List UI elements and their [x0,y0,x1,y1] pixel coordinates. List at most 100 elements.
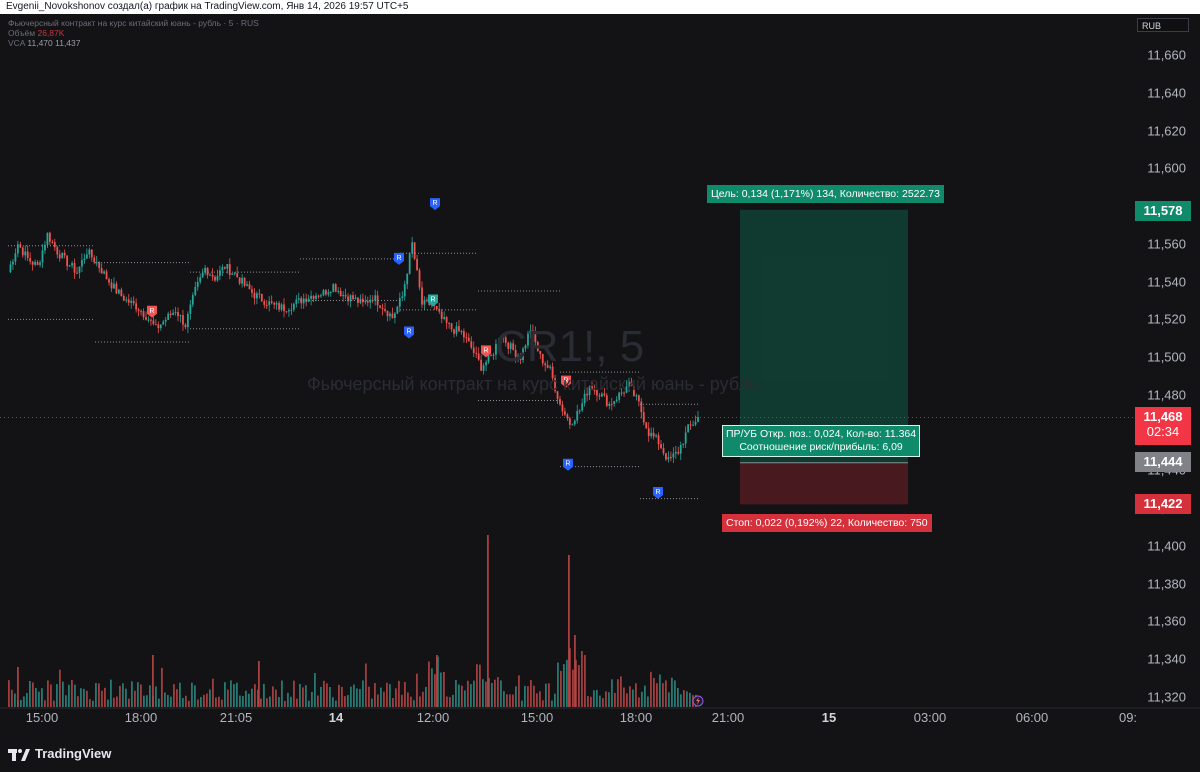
y-tick-label: 11,400 [1147,538,1186,554]
candle-body [423,299,426,305]
volume-bar [413,700,415,707]
volume-bar [299,683,301,707]
candle-body [162,321,165,325]
candle-body [571,424,574,426]
candle-body [39,262,41,265]
candle-body [241,277,244,284]
tradingview-logo[interactable]: TradingView [8,746,111,761]
volume-bar [689,692,691,707]
volume-bar [479,664,481,707]
volume-bar [629,686,631,707]
legend-volume-row[interactable]: Объём 26,87K [8,28,259,38]
candle-body [613,401,616,405]
volume-bar [566,659,568,707]
x-tick-label: 15:00 [25,710,59,725]
candle-body [689,424,692,426]
candle-body [295,299,298,304]
volume-bar [392,698,394,707]
candle-body [226,264,229,269]
volume-bar [236,682,238,707]
volume-bar [20,699,22,707]
volume-bar [158,698,160,707]
volume-bar [518,675,520,707]
candle-body [34,261,37,265]
volume-bar [650,671,652,707]
candle-body [31,261,34,265]
candle-body [514,349,517,357]
volume-bar [161,667,163,707]
candle-body [46,232,49,245]
volume-bar [107,699,109,707]
volume-bar [116,696,118,707]
candle-body [29,258,32,262]
volume-bar [86,690,88,707]
volume-bar [569,648,571,707]
candle-body [458,326,460,332]
candle-body [214,276,216,281]
volume-bar [125,688,127,707]
candle-body [135,303,138,310]
candle-body [647,428,650,437]
volume-bar [557,662,559,707]
target-zone [740,209,908,463]
position-stop-label[interactable]: Стоп: 0,022 (0,192%) 22, Количество: 750 [722,514,932,532]
candle-body [465,337,468,339]
candle-body [561,404,564,412]
position-pnl-label[interactable]: ПР/УБ Откр. поз.: 0,024, Кол-во: 11.364 … [722,425,921,457]
y-tick-label: 11,380 [1147,576,1186,592]
volume-bar [119,686,121,707]
volume-bar [59,669,61,707]
candle-body [211,274,214,277]
volume-bar [344,696,346,707]
candle-body [536,341,539,351]
volume-bar [101,690,103,707]
currency-button[interactable]: RUB [1137,18,1189,32]
candle-body [667,456,670,460]
candle-body [147,319,150,321]
candle-body [679,445,682,454]
volume-bar [53,700,55,707]
candle-body [113,283,115,289]
candle-body [509,343,512,349]
position-target-label[interactable]: Цель: 0,134 (1,171%) 134, Количество: 25… [707,185,944,203]
x-tick-label: 03:00 [913,710,947,725]
candle-body [209,274,211,276]
volume-bar [662,683,664,707]
candle-body [544,363,547,366]
volume-bar [563,664,565,707]
x-tick-label: 09: [1118,710,1138,725]
volume-bar [617,679,619,707]
volume-bar [338,684,340,707]
candle-body [339,290,342,297]
volume-bar [656,683,658,707]
candle-body [100,268,103,274]
volume-bar [434,674,436,707]
volume-bar [446,696,448,707]
volume-bar [584,655,586,707]
volume-bar [626,693,628,707]
volume-bar [362,680,364,707]
volume-bar [578,665,580,707]
legend-title[interactable]: Фьючерсный контракт на курс китайский юа… [8,18,259,28]
candle-body [73,263,76,273]
chart-pane[interactable]: R R R R R R R R R CR1!, 5 Фьючерсный контракт на… [0,14,1200,742]
volume-bar [17,667,19,707]
volume-bar [671,677,673,707]
candle-body [95,262,98,264]
candle-body [292,303,295,310]
volume-bar [314,672,316,707]
volume-bar [212,678,214,707]
volume-bar [587,696,589,707]
volume-bar [188,700,190,707]
volume-bar [638,697,640,707]
candle-body [418,270,421,288]
signal-marker [428,294,438,307]
candle-body [364,301,367,303]
legend-vca-row[interactable]: VCA 11,470 11,437 [8,38,259,48]
price-chart-canvas[interactable]: R R R R R R R R R [0,14,1200,742]
signal-marker-label: R [565,461,570,468]
candle-body [591,386,593,390]
volume-bar [29,681,31,707]
candle-body [58,254,61,259]
candle-body [546,365,549,368]
